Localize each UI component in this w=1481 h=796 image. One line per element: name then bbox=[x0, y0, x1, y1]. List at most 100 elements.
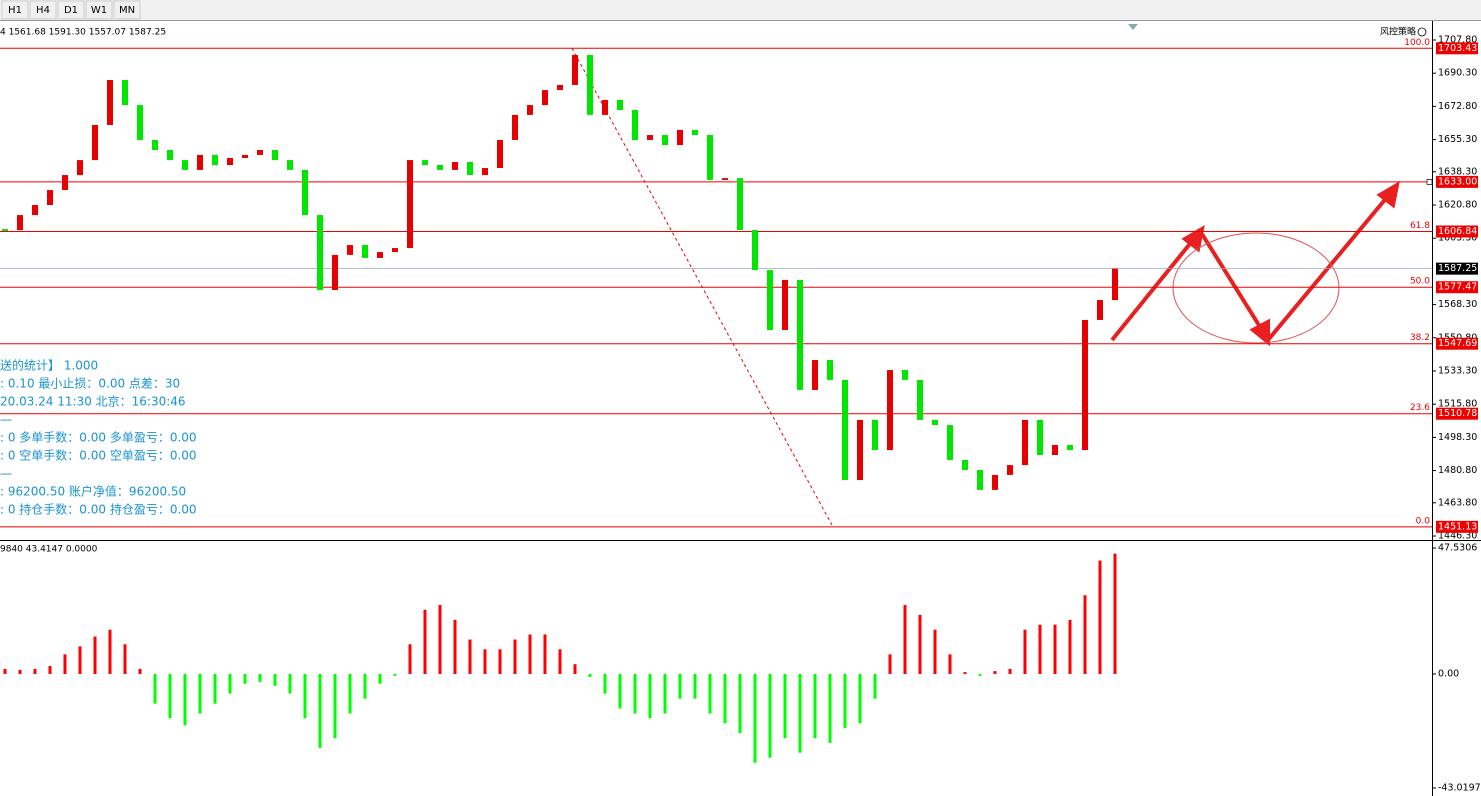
candle bbox=[977, 469, 983, 490]
histogram-bar bbox=[423, 609, 427, 674]
histogram-bar bbox=[843, 673, 847, 729]
histogram-bar bbox=[483, 649, 487, 674]
timeframe-label[interactable]: W1 bbox=[91, 5, 107, 16]
histogram-bar bbox=[813, 673, 817, 739]
histogram-bar bbox=[93, 636, 97, 674]
candle bbox=[722, 178, 728, 180]
fib-ratio: 23.6 bbox=[1410, 403, 1430, 413]
histogram-bar bbox=[933, 629, 937, 674]
candle bbox=[542, 90, 548, 106]
timeframe-label[interactable]: H4 bbox=[36, 5, 50, 16]
candle bbox=[842, 379, 848, 481]
fib-ratio: 50.0 bbox=[1410, 277, 1430, 287]
histogram-bar bbox=[873, 673, 877, 699]
candle bbox=[962, 459, 968, 470]
candle bbox=[197, 154, 203, 170]
price-box bbox=[1436, 175, 1478, 188]
info-line: : 96200.50 账户净值：96200.50 bbox=[0, 484, 186, 499]
histogram-bar bbox=[498, 649, 502, 674]
arrow bbox=[1110, 238, 1195, 342]
candle bbox=[362, 245, 368, 258]
fib-ratio: 38.2 bbox=[1410, 333, 1430, 343]
candle bbox=[812, 359, 818, 390]
timeframe-tab[interactable] bbox=[113, 0, 141, 20]
histogram-bar bbox=[438, 605, 442, 674]
candle bbox=[257, 150, 263, 155]
macd-header: 9840 43.4147 0.0000 bbox=[0, 545, 98, 555]
histogram-bar bbox=[138, 668, 142, 674]
price-box bbox=[1436, 337, 1478, 350]
candle bbox=[467, 161, 473, 176]
price-box bbox=[1436, 281, 1478, 294]
histogram-bar bbox=[558, 649, 562, 674]
histogram-bar bbox=[963, 672, 967, 674]
y-tick-label: 1533.30 bbox=[1438, 365, 1477, 376]
info-line: 20.03.24 11:30 北京：16:30:46 bbox=[0, 395, 186, 409]
arrow bbox=[1200, 232, 1264, 332]
histogram-bar bbox=[978, 673, 982, 676]
fib-ratio: 100.0 bbox=[1404, 38, 1430, 48]
histogram-bar bbox=[783, 673, 787, 739]
toolbar bbox=[0, 0, 1481, 20]
candle bbox=[1052, 444, 1058, 456]
timeframe-label[interactable]: MN bbox=[119, 5, 135, 16]
candle bbox=[122, 80, 128, 106]
timeframe-tab[interactable] bbox=[29, 0, 57, 20]
y-tick-label: 47.5306 bbox=[1438, 543, 1477, 554]
price-box-label: 1451.13 bbox=[1438, 521, 1477, 532]
candle bbox=[917, 379, 923, 420]
fib-ratio: 61.8 bbox=[1410, 221, 1430, 231]
candle bbox=[767, 270, 773, 331]
y-tick-label: 1568.30 bbox=[1438, 299, 1477, 310]
candle bbox=[782, 279, 788, 331]
info-line: — bbox=[0, 467, 12, 481]
y-tick-label: 1638.30 bbox=[1438, 166, 1477, 177]
histogram-bar bbox=[288, 673, 292, 694]
candle bbox=[1067, 444, 1073, 451]
price-box-label: 1510.78 bbox=[1438, 408, 1477, 419]
timeframe-tab[interactable] bbox=[85, 0, 113, 20]
fib-ratio: 0.0 bbox=[1416, 516, 1431, 526]
timeframe-label[interactable]: H1 bbox=[8, 5, 22, 16]
y-tick-label: 1620.80 bbox=[1438, 200, 1477, 211]
candle bbox=[137, 105, 143, 140]
timeframe-tab[interactable] bbox=[1, 0, 29, 20]
candle bbox=[212, 154, 218, 165]
price-box-label: 1587.25 bbox=[1438, 263, 1477, 274]
candle bbox=[617, 99, 623, 110]
price-box-label: 1606.84 bbox=[1438, 226, 1477, 237]
candle bbox=[47, 190, 53, 206]
scroll-marker bbox=[1128, 24, 1138, 30]
histogram-bar bbox=[78, 646, 82, 674]
price-box bbox=[1436, 520, 1478, 533]
candle bbox=[947, 425, 953, 460]
timeframe-tab[interactable] bbox=[57, 0, 85, 20]
y-tick-label: 1603.30 bbox=[1438, 233, 1477, 244]
candle bbox=[332, 254, 338, 290]
histogram-bar bbox=[573, 664, 577, 674]
info-line: : 0 空单手数：0.00 空单盈亏：0.00 bbox=[0, 448, 197, 463]
histogram-bar bbox=[123, 644, 127, 674]
histogram-bar bbox=[378, 673, 382, 684]
info-line: : 0 持仓手数：0.00 持仓盈亏：0.00 bbox=[0, 502, 197, 517]
y-tick-label: 1672.80 bbox=[1438, 101, 1477, 112]
candle bbox=[557, 84, 563, 91]
timeframe-label[interactable]: D1 bbox=[64, 5, 78, 16]
y-tick-label: 1480.80 bbox=[1438, 465, 1477, 476]
histogram-bar bbox=[918, 614, 922, 674]
histogram-bar bbox=[1098, 560, 1102, 674]
candle bbox=[242, 154, 248, 158]
candle bbox=[662, 135, 668, 146]
histogram-bar bbox=[153, 673, 157, 704]
candle bbox=[272, 150, 278, 161]
candle bbox=[227, 157, 233, 165]
candle bbox=[632, 109, 638, 140]
histogram-bar bbox=[708, 673, 712, 714]
histogram-bar bbox=[318, 673, 322, 748]
y-tick-label: 1655.30 bbox=[1438, 134, 1477, 145]
info-line: : 0.10 最小止损：0.00 点差：30 bbox=[0, 377, 180, 391]
price-box-label: 1547.69 bbox=[1438, 338, 1477, 349]
histogram-bar bbox=[663, 673, 667, 714]
